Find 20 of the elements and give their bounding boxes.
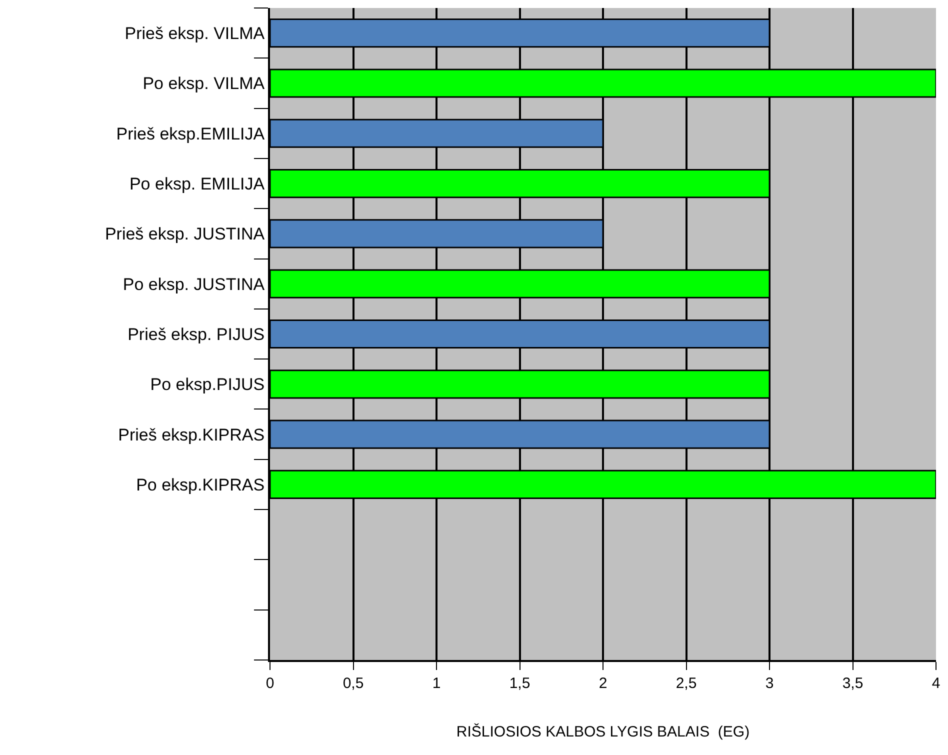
y-tick-label: Po eksp.KIPRAS <box>136 475 265 494</box>
y-tick-label: Po eksp.PIJUS <box>150 375 265 394</box>
x-tick-label: 2 <box>598 675 608 692</box>
y-tick-label: Prieš eksp.EMILIJA <box>116 124 266 144</box>
y-tick-label: Prieš eksp. PIJUS <box>128 324 265 344</box>
x-tick-label: 4 <box>932 675 940 692</box>
x-axis-title: RIŠLIOSIOS KALBOS LYGIS BALAIS (EG) <box>456 722 750 740</box>
x-tick-label: 0,5 <box>342 675 364 692</box>
y-tick-label: Prieš eksp. JUSTINA <box>104 224 266 244</box>
y-tick-label: Po eksp. EMILIJA <box>129 174 266 194</box>
x-tick-label: 1 <box>432 675 441 692</box>
y-tick-label: Po eksp. VILMA <box>142 74 266 94</box>
x-tick-label: 1,5 <box>509 675 530 692</box>
x-tick-label: 2,5 <box>676 675 697 692</box>
y-tick-label: Po eksp. JUSTINA <box>122 274 266 294</box>
x-tick-label: 3 <box>765 675 774 692</box>
x-tick-label: 0 <box>266 675 274 692</box>
y-tick-label: Prieš eksp.KIPRAS <box>118 425 265 444</box>
y-tick-label: Prieš eksp. VILMA <box>124 24 266 44</box>
x-tick-label: 3,5 <box>842 675 864 692</box>
